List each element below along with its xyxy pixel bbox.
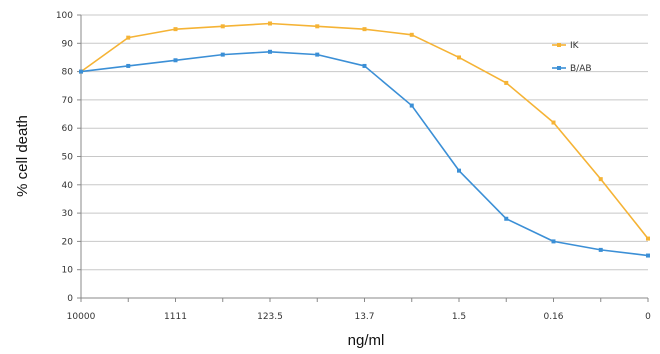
data-point: [315, 24, 319, 28]
data-point: [410, 33, 414, 37]
x-tick-labels: 10000 1111 123.5 13.7 1.5 0.16 0: [67, 312, 651, 322]
legend-swatch-marker: [557, 66, 561, 70]
y-tick-label: 90: [62, 39, 74, 49]
y-axis-label: % cell death: [14, 115, 31, 197]
y-tick-labels: 0 10 20 30 40 50 60 70 80 90 100: [56, 11, 73, 304]
x-tick-label: 0.16: [543, 312, 563, 322]
data-point: [552, 121, 556, 125]
legend-label: B/AB: [570, 64, 592, 74]
y-tick-label: 100: [56, 11, 73, 21]
y-tick-label: 0: [67, 294, 73, 304]
data-point: [504, 217, 508, 221]
data-point: [646, 254, 650, 258]
y-tick-label: 20: [62, 237, 74, 247]
data-point: [457, 169, 461, 173]
data-point: [599, 248, 603, 252]
data-point: [126, 36, 130, 40]
x-tick-label: 1111: [164, 312, 187, 322]
y-tick-label: 70: [62, 96, 74, 106]
data-point: [315, 53, 319, 57]
series-line: [81, 52, 648, 256]
x-tick-label: 13.7: [354, 312, 374, 322]
data-point: [174, 27, 178, 31]
data-point: [457, 55, 461, 59]
x-tick-label: 123.5: [257, 312, 283, 322]
series-lines: [79, 21, 650, 257]
series-line: [81, 23, 648, 238]
data-point: [221, 53, 225, 57]
data-point: [221, 24, 225, 28]
data-point: [599, 177, 603, 181]
data-point: [410, 104, 414, 108]
y-tick-label: 80: [62, 68, 74, 78]
data-point: [646, 237, 650, 241]
y-tick-label: 10: [62, 266, 74, 276]
data-point: [174, 58, 178, 62]
data-point: [268, 50, 272, 54]
series-bab: [79, 50, 650, 258]
legend: IK B/AB: [552, 41, 592, 74]
legend-swatch-marker: [557, 43, 561, 47]
data-point: [552, 239, 556, 243]
data-point: [126, 64, 130, 68]
x-tick-label: 0: [645, 312, 651, 322]
y-tick-label: 40: [62, 181, 74, 191]
gridlines: [81, 15, 648, 270]
data-point: [268, 21, 272, 25]
data-point: [363, 27, 367, 31]
x-tick-label: 1.5: [452, 312, 466, 322]
data-point: [504, 81, 508, 85]
y-tick-label: 30: [62, 209, 74, 219]
data-point: [79, 70, 83, 74]
legend-label: IK: [570, 41, 580, 51]
y-tick-label: 60: [62, 124, 74, 134]
axes: [77, 15, 648, 302]
y-tick-label: 50: [62, 153, 74, 163]
x-axis-label: ng/ml: [348, 332, 385, 349]
data-point: [363, 64, 367, 68]
x-tick-label: 10000: [67, 312, 96, 322]
series-ik: [79, 21, 650, 240]
